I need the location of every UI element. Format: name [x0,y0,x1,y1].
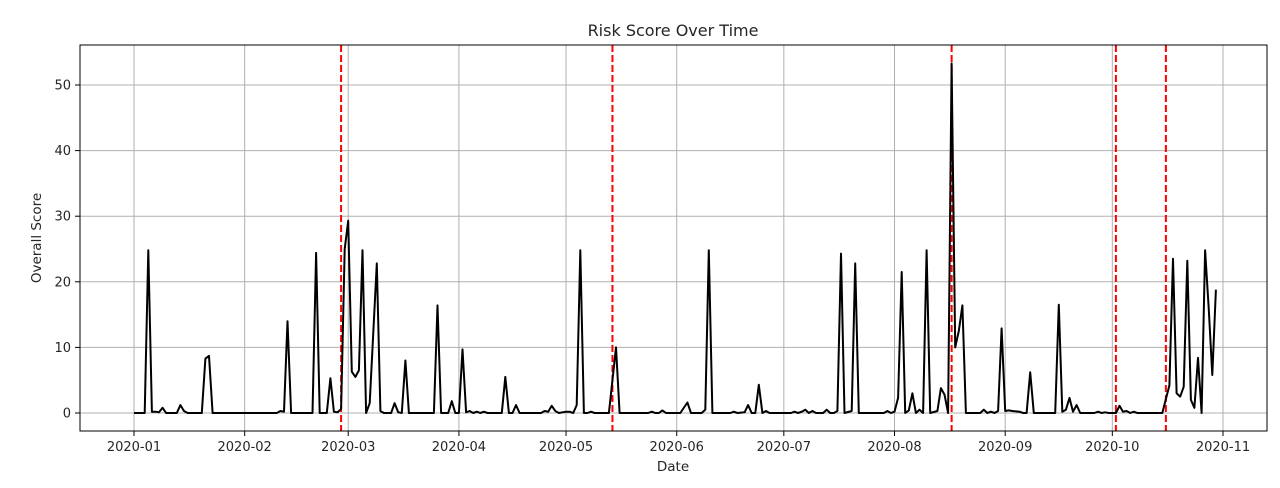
gridlines [80,45,1267,431]
x-tick-label: 2020-05 [539,440,593,455]
y-tick-label: 0 [63,407,71,422]
x-axis-ticks: 2020-01 2020-02 2020-03 2020-04 2020-05 2020-… [107,431,1250,455]
x-tick-label: 2020-07 [757,440,811,455]
y-axis-label: Overall Score [29,193,45,283]
y-tick-label: 10 [54,341,71,356]
y-tick-label: 50 [54,79,71,94]
chart-title: Risk Score Over Time [588,21,759,40]
x-tick-label: 2020-02 [218,440,272,455]
y-tick-label: 40 [54,144,71,159]
x-tick-label: 2020-11 [1196,440,1250,455]
overall-score-line [134,62,1217,414]
y-tick-label: 20 [54,275,71,290]
x-tick-label: 2020-03 [321,440,375,455]
x-tick-label: 2020-04 [432,440,486,455]
axes-frame [79,44,1268,432]
x-tick-label: 2020-10 [1085,440,1139,455]
x-tick-label: 2020-08 [867,440,921,455]
x-tick-label: 2020-09 [978,440,1032,455]
x-axis-label: Date [657,459,689,475]
event-vertical-lines [340,45,1167,431]
series-line [134,62,1217,414]
y-tick-label: 30 [54,210,71,225]
y-axis-ticks: 0 10 20 30 40 50 [54,79,80,422]
x-tick-label: 2020-01 [107,440,161,455]
x-tick-label: 2020-06 [650,440,704,455]
